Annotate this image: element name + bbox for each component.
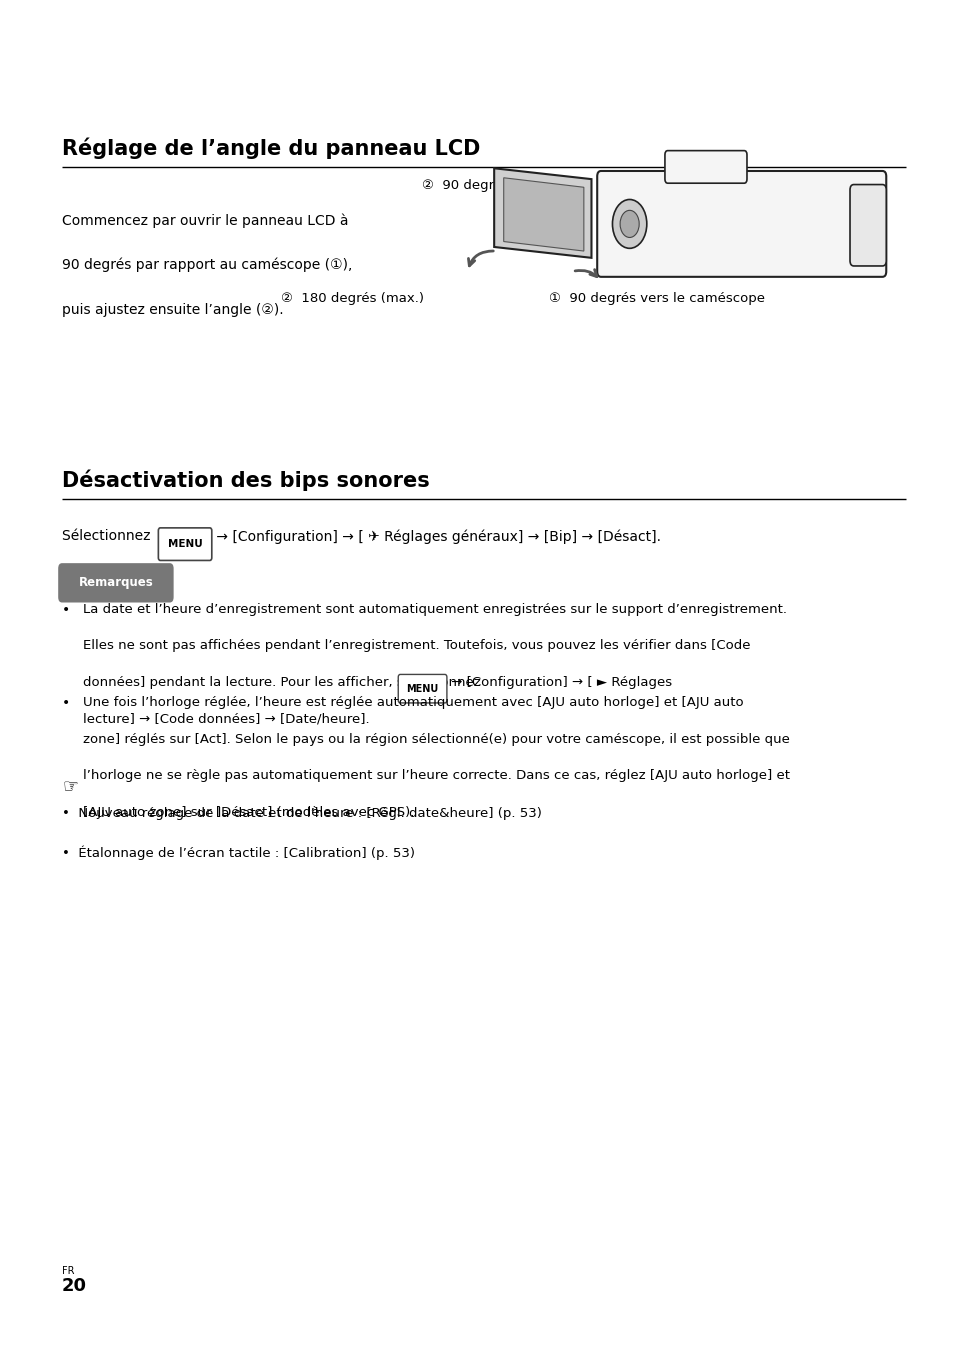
FancyArrowPatch shape: [468, 251, 493, 266]
Text: Désactivation des bips sonores: Désactivation des bips sonores: [62, 470, 429, 491]
Text: La date et l’heure d’enregistrement sont automatiquement enregistrées sur le sup: La date et l’heure d’enregistrement sont…: [83, 603, 786, 616]
Text: Sélectionnez: Sélectionnez: [62, 529, 154, 543]
Circle shape: [619, 210, 639, 237]
Text: zone] réglés sur [Act]. Selon le pays ou la région sélectionné(e) pour votre cam: zone] réglés sur [Act]. Selon le pays ou…: [83, 733, 789, 746]
FancyBboxPatch shape: [158, 528, 212, 560]
Text: •: •: [62, 696, 71, 710]
Text: lecture] → [Code données] → [Date/heure].: lecture] → [Code données] → [Date/heure]…: [83, 712, 369, 726]
Text: ②  90 degrés (max.): ② 90 degrés (max.): [421, 179, 556, 193]
FancyBboxPatch shape: [58, 563, 173, 603]
Text: •  Étalonnage de l’écran tactile : [Calibration] (p. 53): • Étalonnage de l’écran tactile : [Calib…: [62, 845, 415, 860]
Text: Réglage de l’angle du panneau LCD: Réglage de l’angle du panneau LCD: [62, 137, 480, 159]
Text: puis ajustez ensuite l’angle (②).: puis ajustez ensuite l’angle (②).: [62, 303, 283, 316]
Text: → [Configuration] → [ ► Réglages: → [Configuration] → [ ► Réglages: [446, 676, 671, 689]
Text: 90 degrés par rapport au caméscope (①),: 90 degrés par rapport au caméscope (①),: [62, 258, 352, 273]
Text: Une fois l’horloge réglée, l’heure est réglée automatiquement avec [AJU auto hor: Une fois l’horloge réglée, l’heure est r…: [83, 696, 742, 710]
Text: Commencez par ouvrir le panneau LCD à: Commencez par ouvrir le panneau LCD à: [62, 213, 348, 228]
Text: ☞: ☞: [62, 778, 78, 795]
Text: données] pendant la lecture. Pour les afficher, sélectionnez: données] pendant la lecture. Pour les af…: [83, 676, 484, 689]
Text: ①  90 degrés vers le caméscope: ① 90 degrés vers le caméscope: [548, 292, 763, 305]
FancyBboxPatch shape: [664, 151, 746, 183]
Text: •: •: [62, 603, 71, 616]
Circle shape: [612, 199, 646, 248]
FancyArrowPatch shape: [575, 270, 597, 277]
Text: l’horloge ne se règle pas automatiquement sur l’heure correcte. Dans ce cas, rég: l’horloge ne se règle pas automatiquemen…: [83, 769, 789, 783]
Text: ②  180 degrés (max.): ② 180 degrés (max.): [281, 292, 424, 305]
FancyBboxPatch shape: [849, 185, 885, 266]
FancyBboxPatch shape: [597, 171, 885, 277]
Text: MENU: MENU: [406, 684, 438, 693]
FancyBboxPatch shape: [397, 674, 446, 703]
Polygon shape: [503, 178, 583, 251]
Text: → [Configuration] → [ ✈ Réglages généraux] → [Bip] → [Désact].: → [Configuration] → [ ✈ Réglages générau…: [212, 529, 660, 544]
Text: Remarques: Remarques: [78, 577, 153, 589]
Text: MENU: MENU: [168, 539, 202, 550]
Text: FR: FR: [62, 1266, 74, 1276]
Polygon shape: [494, 168, 591, 258]
Text: [AJU auto zone] sur [Désact] (modèles avec GPS).: [AJU auto zone] sur [Désact] (modèles av…: [83, 806, 414, 820]
Text: •  Nouveau réglage de la date et de l’heure : [Régl. date&heure] (p. 53): • Nouveau réglage de la date et de l’heu…: [62, 807, 541, 821]
Text: 20: 20: [62, 1277, 87, 1295]
Text: Elles ne sont pas affichées pendant l’enregistrement. Toutefois, vous pouvez les: Elles ne sont pas affichées pendant l’en…: [83, 639, 750, 653]
